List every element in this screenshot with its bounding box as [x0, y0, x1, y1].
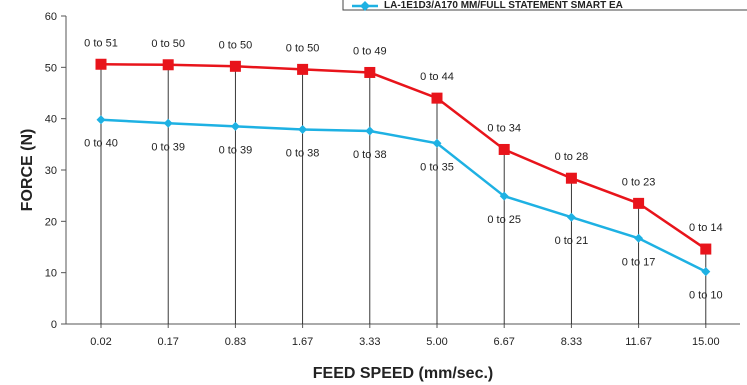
y-tick-label: 20 — [45, 216, 57, 228]
y-tick-label: 30 — [45, 165, 57, 177]
blue-diamond-marker — [566, 212, 576, 222]
red-square-marker — [431, 92, 443, 104]
blue-data-label: 0 to 10 — [689, 290, 723, 302]
series-lines — [100, 63, 707, 273]
legend: LA-1E1D3/A170 MM/FULL STATEMENT SMART EA — [342, 0, 747, 11]
red-data-label: 0 to 14 — [689, 222, 723, 234]
blue-diamond-marker — [96, 115, 106, 125]
x-tick-label: 8.33 — [561, 336, 582, 348]
x-tick-label: 0.17 — [157, 336, 178, 348]
drop-lines — [100, 64, 707, 324]
x-tick-label: 6.67 — [493, 336, 514, 348]
blue-data-label: 0 to 40 — [84, 138, 118, 150]
red-data-label: 0 to 50 — [286, 42, 320, 54]
red-square-marker — [565, 172, 577, 184]
red-square-marker — [364, 66, 376, 78]
blue-data-label: 0 to 38 — [286, 147, 320, 159]
blue-data-label: 0 to 39 — [219, 144, 253, 156]
y-tick-label: 10 — [45, 268, 57, 280]
blue-data-label: 0 to 38 — [353, 149, 387, 161]
legend-box — [342, 0, 747, 11]
red-square-marker — [700, 243, 712, 255]
blue-data-label: 0 to 35 — [420, 161, 454, 173]
x-tick-label: 15.00 — [692, 336, 720, 348]
blue-data-label: 0 to 25 — [487, 214, 521, 226]
series-markers — [95, 58, 712, 277]
y-tick-label: 50 — [45, 62, 57, 74]
red-data-label: 0 to 28 — [555, 151, 589, 163]
y-tick-label: 40 — [45, 114, 57, 126]
red-data-label: 0 to 23 — [622, 176, 656, 188]
red-square-marker — [229, 60, 241, 72]
blue-data-label: 0 to 21 — [555, 235, 589, 247]
data-labels: 0 to 51 0 to 50 0 to 50 0 to 50 0 to 49 0 to … — [84, 37, 722, 301]
red-square-marker — [162, 59, 174, 71]
legend-entry-label: LA-1E1D3/A170 MM/FULL STATEMENT SMART EA — [384, 0, 623, 11]
red-data-label: 0 to 49 — [353, 45, 387, 57]
y-axis-title: FORCE (N) — [19, 129, 36, 212]
x-tick-label: 11.67 — [625, 336, 652, 348]
y-tick-label: 60 — [45, 11, 57, 23]
blue-data-label: 0 to 39 — [151, 141, 185, 153]
red-square-marker — [498, 143, 510, 155]
red-series-line — [100, 63, 707, 251]
blue-data-label: 0 to 17 — [622, 256, 656, 268]
x-tick-label: 1.67 — [292, 336, 313, 348]
x-tick-label: 0.83 — [225, 336, 246, 348]
red-data-label: 0 to 34 — [487, 122, 521, 134]
legend-swatch-marker — [360, 1, 370, 11]
red-square-marker — [633, 197, 645, 209]
x-tick-label: 0.02 — [90, 336, 111, 348]
red-data-label: 0 to 50 — [219, 39, 253, 51]
y-axis-ticks: 0 10 20 30 40 50 60 — [45, 11, 66, 331]
blue-diamond-marker — [298, 124, 308, 134]
blue-diamond-marker — [432, 138, 442, 148]
x-axis-ticks: 0.02 0.17 0.83 1.67 3.33 5.00 6.67 8.33 11.67 15.… — [90, 324, 720, 348]
blue-diamond-marker — [499, 191, 509, 201]
red-data-label: 0 to 50 — [151, 38, 185, 50]
x-axis-title: FEED SPEED (mm/sec.) — [313, 365, 494, 382]
blue-diamond-marker — [163, 118, 173, 128]
blue-diamond-marker — [230, 121, 240, 131]
red-square-marker — [95, 58, 107, 70]
blue-diamond-marker — [365, 126, 375, 136]
blue-series-line — [100, 118, 707, 273]
x-tick-label: 5.00 — [426, 336, 447, 348]
blue-diamond-marker — [701, 267, 711, 277]
y-tick-label: 0 — [51, 319, 57, 331]
red-square-marker — [297, 63, 309, 75]
blue-diamond-marker — [634, 233, 644, 243]
red-data-label: 0 to 51 — [84, 37, 118, 49]
red-data-label: 0 to 44 — [420, 71, 454, 83]
x-tick-label: 3.33 — [359, 336, 380, 348]
